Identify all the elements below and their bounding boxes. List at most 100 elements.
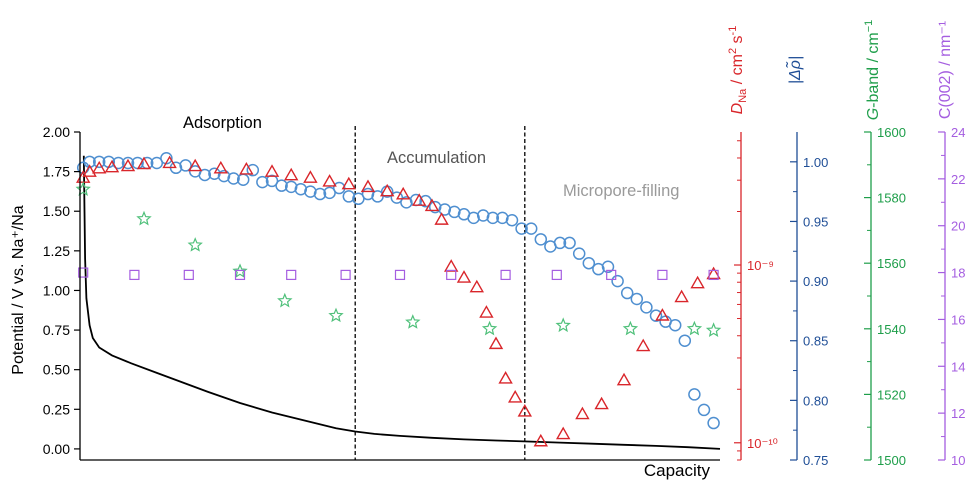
y-axis-label: Potential / V vs. Na⁺/Na: [10, 205, 27, 375]
dna-point: [507, 389, 523, 403]
dna-point: [517, 404, 533, 417]
c002-point: [340, 269, 351, 281]
delta-rho-point: [582, 256, 596, 270]
dna-point: [655, 308, 670, 321]
gband-point: [405, 314, 421, 329]
dna-point: [479, 305, 494, 318]
right-axis-tick-label: 0.80: [803, 393, 828, 408]
dna-point: [690, 275, 705, 289]
delta-rho-point: [563, 236, 576, 250]
dna-point: [395, 186, 411, 200]
delta-rho-point: [524, 222, 538, 235]
gband-point: [277, 292, 293, 308]
dna-point: [616, 372, 632, 386]
dna-point: [136, 156, 152, 170]
c002-point: [551, 269, 562, 281]
gband-point: [136, 210, 152, 226]
dna-point: [434, 212, 449, 225]
dna-point: [213, 160, 229, 174]
gband-point: [481, 320, 498, 336]
right-axis-tick-label: 14: [951, 359, 965, 374]
right-axis-tick-label: 18: [951, 266, 965, 281]
delta-rho-point: [92, 155, 106, 169]
delta-rho-point: [553, 236, 567, 250]
delta-rho-point: [448, 205, 461, 219]
delta-rho-point: [592, 262, 605, 276]
delta-rho-point: [313, 187, 327, 201]
dna-point: [594, 396, 609, 410]
right-axis-tick-label: 1600: [877, 125, 906, 140]
delta-rho-point: [275, 179, 288, 192]
delta-rho-point: [390, 191, 404, 204]
delta-rho-point: [668, 318, 682, 332]
right-axis-label-gband: G-band / cm−1: [863, 20, 882, 121]
gband-point: [555, 317, 571, 333]
delta-rho-point: [534, 233, 548, 246]
delta-rho-point: [304, 185, 317, 198]
c002-point: [657, 269, 668, 281]
c002-point: [78, 267, 89, 278]
dna-point: [239, 161, 254, 175]
delta-rho-point: [361, 187, 375, 201]
delta-rho-point: [620, 286, 634, 300]
right-axis-label-drho: |Δρ̃|: [784, 56, 804, 84]
delta-rho-point: [467, 211, 480, 225]
dna-point: [424, 198, 440, 212]
delta-rho-point: [505, 214, 519, 227]
c002-point: [500, 269, 511, 281]
right-axis-labels: DNa / cm2 s-1 |Δρ̃| G-band / cm−1 C(002) / …: [727, 20, 954, 121]
right-axis-tick-label: 10: [951, 453, 965, 468]
y-tick-label: 0.50: [43, 362, 70, 378]
dna-point: [104, 159, 120, 173]
delta-rho-point: [697, 403, 711, 417]
y-tick-label: 1.75: [43, 164, 70, 180]
delta-rho-point: [352, 192, 365, 206]
delta-rho-point: [121, 156, 135, 170]
dna-point: [635, 338, 651, 352]
right-axis-label-c002: C(002) / nm⁻¹: [937, 21, 954, 119]
y-tick-label: 1.50: [43, 203, 70, 219]
delta-rho-point: [630, 292, 644, 306]
delta-rho-point: [284, 180, 298, 194]
plot-area: [354, 126, 526, 460]
delta-rho-point: [649, 309, 663, 322]
right-axis-tick-label: 12: [951, 406, 965, 421]
delta-rho-point: [428, 200, 442, 214]
y-tick-label: 0.25: [43, 401, 70, 417]
right-axis-tick-label: 0.75: [803, 453, 828, 468]
delta-rho-point: [246, 163, 260, 177]
gband-point: [622, 320, 639, 336]
dna-point: [533, 433, 549, 447]
dna-point: [443, 259, 459, 272]
gband-point: [686, 320, 703, 336]
delta-rho-point: [265, 174, 279, 188]
dna-point: [322, 174, 337, 187]
gband-point: [187, 237, 203, 252]
dna-point: [162, 155, 177, 169]
x-axis-label: Capacity: [644, 461, 711, 480]
delta-rho-point: [486, 211, 500, 225]
delta-rho-point: [438, 203, 452, 216]
delta-rho-point: [227, 172, 240, 185]
region-label: Accumulation: [387, 149, 486, 167]
delta-rho-point: [476, 209, 490, 222]
c002-point: [286, 269, 297, 281]
delta-rho-point: [83, 155, 96, 169]
c002-point: [129, 269, 140, 281]
right-axis-tick-label: 10⁻⁹: [747, 258, 774, 273]
delta-rho-point: [150, 156, 164, 170]
c002-point: [606, 269, 617, 281]
region-labels: Adsorption Accumulation Micropore-filling: [183, 114, 679, 200]
gband-point: [328, 307, 344, 323]
delta-rho-point: [611, 274, 624, 288]
dna-point: [498, 371, 513, 384]
delta-rho-point: [515, 222, 528, 235]
gband-point: [705, 322, 722, 337]
right-axis-tick-label: 1560: [877, 256, 906, 271]
dna-point: [575, 406, 590, 420]
delta-rho-point: [198, 168, 212, 182]
dna-point: [469, 279, 485, 293]
right-axis-tick-label: 10⁻¹⁰: [747, 436, 778, 451]
right-axis-tick-label: 16: [951, 312, 965, 327]
